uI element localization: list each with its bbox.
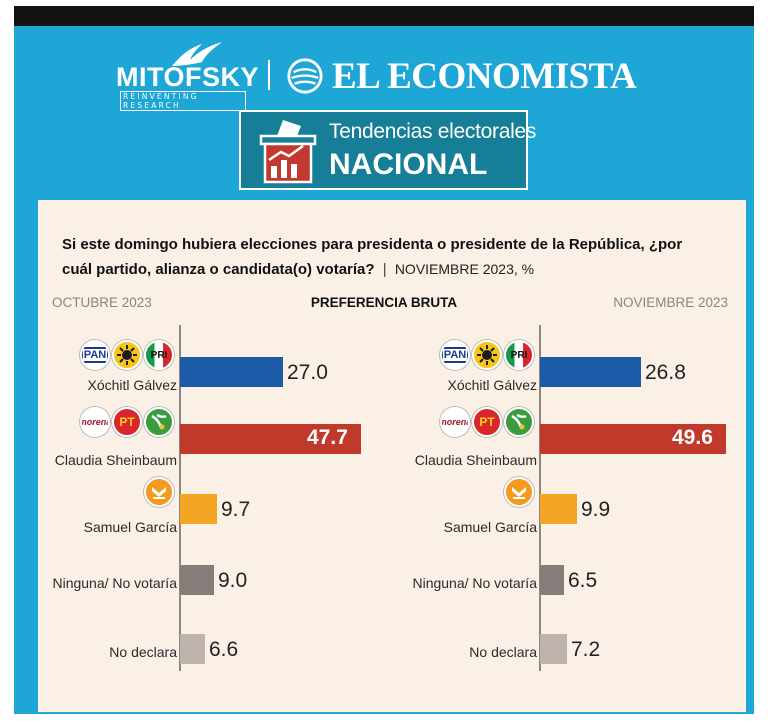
pri-logo-icon: PRI <box>144 340 174 370</box>
oct-party-logos-1: morena PT <box>80 407 174 437</box>
mitofsky-logo: MITOFSKY REINVENTING RESEARCH <box>116 42 259 111</box>
nov-label-garcia: Samuel García <box>443 519 537 535</box>
banner-subtitle: NACIONAL <box>329 148 488 181</box>
question-separator: | <box>382 261 387 278</box>
el-economista-logo: EL ECONOMISTA <box>286 54 637 98</box>
pt-logo-icon: PT <box>112 407 142 437</box>
oct-bar-garcia <box>180 494 217 524</box>
oct-bar-galvez <box>180 357 283 387</box>
question-text: Si este domingo hubiera elecciones para … <box>62 236 683 278</box>
nov-party-logos-1: morena PT <box>440 407 534 437</box>
left-column-title: OCTUBRE 2023 <box>52 295 152 310</box>
nov-axis-line <box>539 325 541 671</box>
nov-bar-garcia <box>540 494 577 524</box>
oct-label-ninguna: Ninguna/ No votaría <box>52 575 177 591</box>
oct-label-sheinbaum: Claudia Sheinbaum <box>54 452 177 468</box>
oct-bar-ninguna <box>180 565 214 595</box>
oct-value-no-declara: 6.6 <box>209 638 239 661</box>
eagle-icon <box>172 42 222 66</box>
oct-party-logos-2 <box>144 477 174 507</box>
nov-value-garcia: 9.9 <box>581 498 611 521</box>
nov-label-no-declara: No declara <box>469 644 537 660</box>
oct-party-logos-0: PAN PRI <box>80 340 174 370</box>
mitofsky-tagline: REINVENTING RESEARCH <box>120 91 246 111</box>
nov-value-sheinbaum: 49.6 <box>672 426 713 449</box>
banner-title: Tendencias electorales <box>329 120 537 143</box>
nov-label-galvez: Xóchitl Gálvez <box>447 377 537 393</box>
nov-label-sheinbaum: Claudia Sheinbaum <box>414 452 537 468</box>
nov-label-ninguna: Ninguna/ No votaría <box>412 575 537 591</box>
nov-bar-ninguna <box>540 565 564 595</box>
pvem-logo-icon <box>504 407 534 437</box>
nov-party-logos-2 <box>504 477 534 507</box>
globe-icon <box>287 58 323 94</box>
pt-logo-icon: PT <box>472 407 502 437</box>
oct-value-garcia: 9.7 <box>221 498 251 521</box>
oct-value-sheinbaum: 47.7 <box>307 426 348 449</box>
pan-logo-icon: PAN <box>440 340 470 370</box>
section-banner: Tendencias electorales NACIONAL <box>239 110 536 190</box>
nov-value-no-declara: 7.2 <box>571 638 601 661</box>
pri-logo-icon: PRI <box>504 340 534 370</box>
pvem-logo-icon <box>144 407 174 437</box>
ballot-box-icon <box>259 120 317 184</box>
oct-label-no-declara: No declara <box>109 644 177 660</box>
oct-label-garcia: Samuel García <box>83 519 177 535</box>
header-divider <box>268 60 270 90</box>
nov-party-logos-0: PAN PRI <box>440 340 534 370</box>
oct-axis-line <box>179 325 181 671</box>
oct-label-galvez: Xóchitl Gálvez <box>87 377 177 393</box>
nov-value-galvez: 26.8 <box>645 361 686 384</box>
mc-logo-icon <box>504 477 534 507</box>
nov-value-ninguna: 6.5 <box>568 569 598 592</box>
survey-question: Si este domingo hubiera elecciones para … <box>62 232 702 282</box>
oct-value-ninguna: 9.0 <box>218 569 248 592</box>
oct-bar-sheinbaum <box>180 424 361 454</box>
morena-logo-icon: morena <box>440 407 470 437</box>
question-date-unit: NOVIEMBRE 2023, % <box>394 261 535 277</box>
right-column-title: NOVIEMBRE 2023 <box>613 295 728 310</box>
prd-logo-icon <box>112 340 142 370</box>
mitofsky-wordmark: MITOFSKY <box>116 62 260 92</box>
chart-panel <box>38 200 746 712</box>
nov-bar-galvez <box>540 357 641 387</box>
mc-logo-icon <box>144 477 174 507</box>
pan-logo-icon: PAN <box>80 340 110 370</box>
nov-bar-no-declara <box>540 634 567 664</box>
prd-logo-icon <box>472 340 502 370</box>
el-economista-wordmark: EL ECONOMISTA <box>332 55 637 97</box>
oct-value-galvez: 27.0 <box>287 361 328 384</box>
morena-logo-icon: morena <box>80 407 110 437</box>
oct-bar-no-declara <box>180 634 205 664</box>
top-strip <box>14 6 754 26</box>
nov-bar-sheinbaum <box>540 424 726 454</box>
chart-subtitle: PREFERENCIA BRUTA <box>310 295 458 310</box>
